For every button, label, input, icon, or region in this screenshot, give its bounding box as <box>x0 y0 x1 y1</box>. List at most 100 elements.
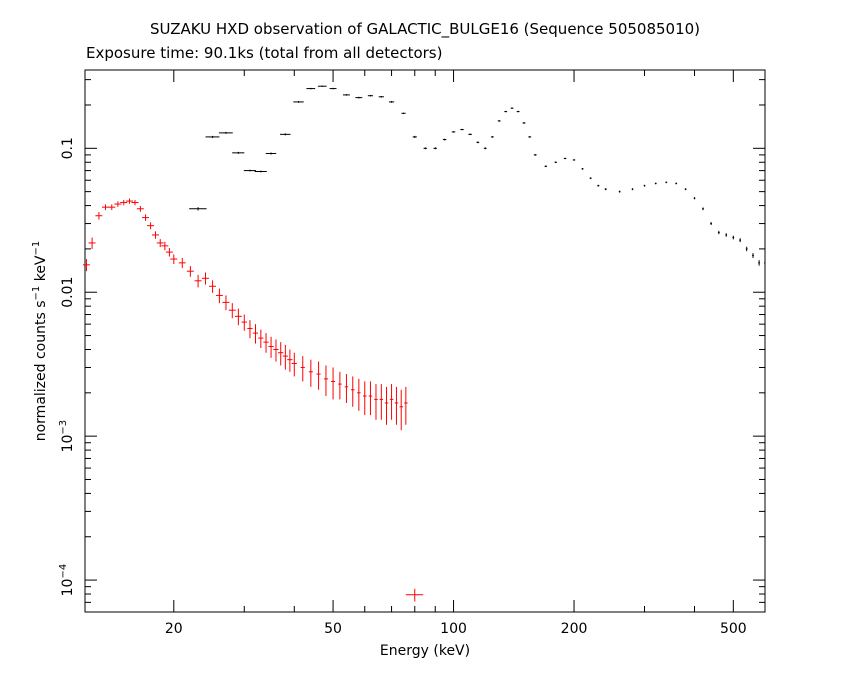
data-point <box>252 324 259 344</box>
plot-frame <box>84 69 766 613</box>
data-point <box>752 253 754 258</box>
data-point <box>433 147 437 150</box>
data-point <box>378 95 384 98</box>
data-point <box>161 241 169 251</box>
data-point <box>151 231 159 239</box>
data-point <box>268 336 274 358</box>
x-axis-title: Energy (keV) <box>380 643 470 659</box>
x-tick-label: 200 <box>561 621 588 637</box>
chart-title: SUZAKU HXD observation of GALACTIC_BULGE… <box>149 20 701 38</box>
data-point <box>597 184 600 187</box>
data-point <box>379 384 384 420</box>
data-point <box>725 233 728 237</box>
data-point <box>581 167 584 170</box>
y-axis-title-mid: keV <box>33 255 49 286</box>
data-point <box>544 165 547 168</box>
data-point <box>693 197 696 200</box>
chart-subtitle: Exposure time: 90.1ks (total from all de… <box>86 44 443 62</box>
data-point <box>497 120 501 122</box>
data-point <box>156 239 164 248</box>
data-point <box>468 133 472 136</box>
data-point <box>125 198 133 204</box>
data-point <box>165 247 173 257</box>
data-point <box>209 280 217 293</box>
data-point <box>254 170 267 173</box>
data-point <box>654 182 657 185</box>
data-point <box>412 135 417 138</box>
x-tick-label: 20 <box>165 621 183 637</box>
data-point <box>404 386 408 425</box>
data-point <box>384 386 389 425</box>
data-point <box>631 188 634 191</box>
data-point <box>764 260 766 266</box>
data-point <box>394 386 399 425</box>
data-point <box>263 333 269 353</box>
data-point <box>618 190 621 193</box>
data-point <box>147 222 155 230</box>
series-0 <box>82 198 424 602</box>
data-point <box>308 359 313 387</box>
data-point <box>732 235 735 240</box>
data-point <box>374 384 378 420</box>
data-point <box>194 274 202 288</box>
data-point <box>101 204 109 211</box>
x-tick-label: 500 <box>720 621 747 637</box>
data-point <box>201 272 209 285</box>
y-axis: 10−4 10−3 0.01 0.1 <box>58 79 765 613</box>
series-1 <box>189 85 766 266</box>
data-point <box>293 101 304 103</box>
data-point <box>344 374 349 403</box>
data-point <box>710 222 712 226</box>
data-point <box>136 205 144 212</box>
y-axis-title-prefix: normalized counts s <box>33 300 49 441</box>
data-point <box>120 199 128 206</box>
data-point <box>215 288 223 304</box>
data-point <box>643 184 646 187</box>
y-tick-label: 0.1 <box>60 137 76 159</box>
data-point <box>451 131 456 133</box>
data-point <box>401 112 406 115</box>
data-point <box>265 152 277 155</box>
data-point <box>604 188 607 191</box>
data-point <box>476 141 480 144</box>
data-point <box>533 154 537 156</box>
data-point <box>528 136 532 138</box>
data-point <box>563 157 567 160</box>
data-point <box>222 295 230 311</box>
data-point <box>178 257 186 269</box>
data-point <box>205 135 220 138</box>
data-point <box>342 94 350 96</box>
data-point <box>142 214 149 221</box>
data-point <box>355 96 363 99</box>
y-axis-title: normalized counts s−1 keV−1 <box>31 241 49 442</box>
y-tick-label: 10−3 <box>58 420 76 453</box>
data-point <box>589 177 592 179</box>
data-point <box>280 133 291 136</box>
data-point <box>243 169 256 172</box>
data-point <box>228 303 236 319</box>
data-point <box>522 122 526 124</box>
data-point <box>282 344 288 370</box>
data-point <box>368 381 373 416</box>
y-axis-title-exp2: −1 <box>31 241 42 256</box>
data-point <box>367 94 374 97</box>
data-point <box>330 367 336 400</box>
x-tick-label: 100 <box>440 621 467 637</box>
data-point <box>554 161 557 164</box>
data-point <box>278 342 284 366</box>
data-point <box>338 371 342 400</box>
data-point <box>351 376 355 407</box>
data-point <box>510 107 514 109</box>
data-point <box>273 339 279 362</box>
data-point <box>218 131 233 134</box>
data-point <box>363 381 367 416</box>
data-point <box>739 238 741 243</box>
data-point <box>316 361 321 390</box>
data-point <box>483 147 487 150</box>
data-point <box>423 147 428 150</box>
data-point <box>702 207 704 211</box>
data-point <box>234 308 242 326</box>
data-point <box>758 260 760 266</box>
y-tick-label: 10−4 <box>58 564 76 597</box>
